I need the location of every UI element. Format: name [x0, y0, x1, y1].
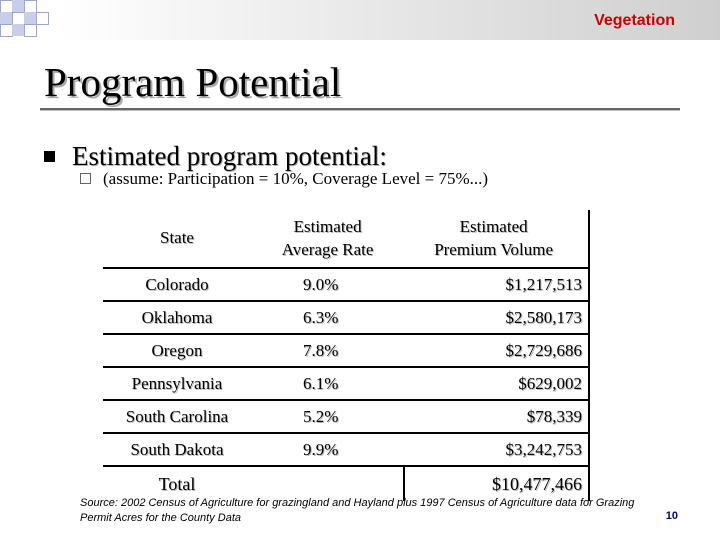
rate-cell: 6.1% — [250, 367, 405, 401]
header-rate: Estimated Average Rate — [250, 210, 405, 269]
bullet-level2: (assume: Participation = 10%, Coverage L… — [80, 170, 488, 187]
header-state: State — [103, 210, 251, 269]
premium-cell: $2,729,686 — [404, 334, 590, 368]
source-note: Source: 2002 Census of Agriculture for g… — [80, 497, 635, 524]
checker-decoration — [0, 0, 49, 37]
hollow-square-bullet-icon — [80, 173, 91, 184]
state-cell: South Dakota — [103, 433, 251, 467]
header-band — [0, 0, 720, 40]
premium-cell: $3,242,753 — [404, 433, 590, 467]
section-tag: Vegetation — [594, 12, 675, 29]
rate-cell: 9.9% — [250, 433, 405, 467]
table-total-row: Total $10,477,466 — [103, 466, 590, 501]
premium-cell: $629,002 — [404, 367, 590, 401]
rate-cell: 9.0% — [250, 268, 405, 302]
header-rate-line2: Average Rate — [281, 239, 374, 259]
rate-cell: 5.2% — [250, 400, 405, 434]
header-premium-line2: Premium Volume — [434, 239, 554, 259]
table-row: South Dakota 9.9% $3,242,753 — [103, 433, 590, 467]
premium-cell: $2,580,173 — [404, 301, 590, 335]
total-premium: $10,477,466 — [404, 466, 590, 501]
state-cell: South Carolina — [103, 400, 251, 434]
state-cell: Colorado — [103, 268, 251, 302]
premium-table: State Estimated Average Rate Estimated P… — [103, 210, 590, 501]
bullet-level2-text: (assume: Participation = 10%, Coverage L… — [103, 169, 489, 188]
slide-title: Program Potential — [44, 59, 342, 105]
total-label: Total — [158, 473, 196, 494]
state-cell: Oklahoma — [103, 301, 251, 335]
page-number: 10 — [665, 510, 678, 522]
header-premium-line1: Estimated — [459, 216, 528, 236]
table-row: Oklahoma 6.3% $2,580,173 — [103, 301, 590, 335]
header-premium: Estimated Premium Volume — [404, 210, 590, 269]
table-row: South Carolina 5.2% $78,339 — [103, 400, 590, 434]
state-cell: Pennsylvania — [103, 367, 251, 401]
header-rate-line1: Estimated — [293, 216, 362, 236]
table-row: Colorado 9.0% $1,217,513 — [103, 268, 590, 302]
square-bullet-icon — [44, 151, 55, 162]
state-cell: Oregon — [103, 334, 251, 368]
rate-cell: 7.8% — [250, 334, 405, 368]
premium-cell: $1,217,513 — [404, 268, 590, 302]
title-underline — [40, 108, 680, 111]
table-row: Pennsylvania 6.1% $629,002 — [103, 367, 590, 401]
bullet-level1: Estimated program potential: — [44, 143, 387, 170]
table-header-row: State Estimated Average Rate Estimated P… — [103, 210, 590, 269]
total-rate-empty — [250, 466, 406, 501]
premium-cell: $78,339 — [404, 400, 590, 434]
rate-cell: 6.3% — [250, 301, 405, 335]
table-row: Oregon 7.8% $2,729,686 — [103, 334, 590, 368]
bullet-level1-text: Estimated program potential: — [72, 141, 387, 171]
